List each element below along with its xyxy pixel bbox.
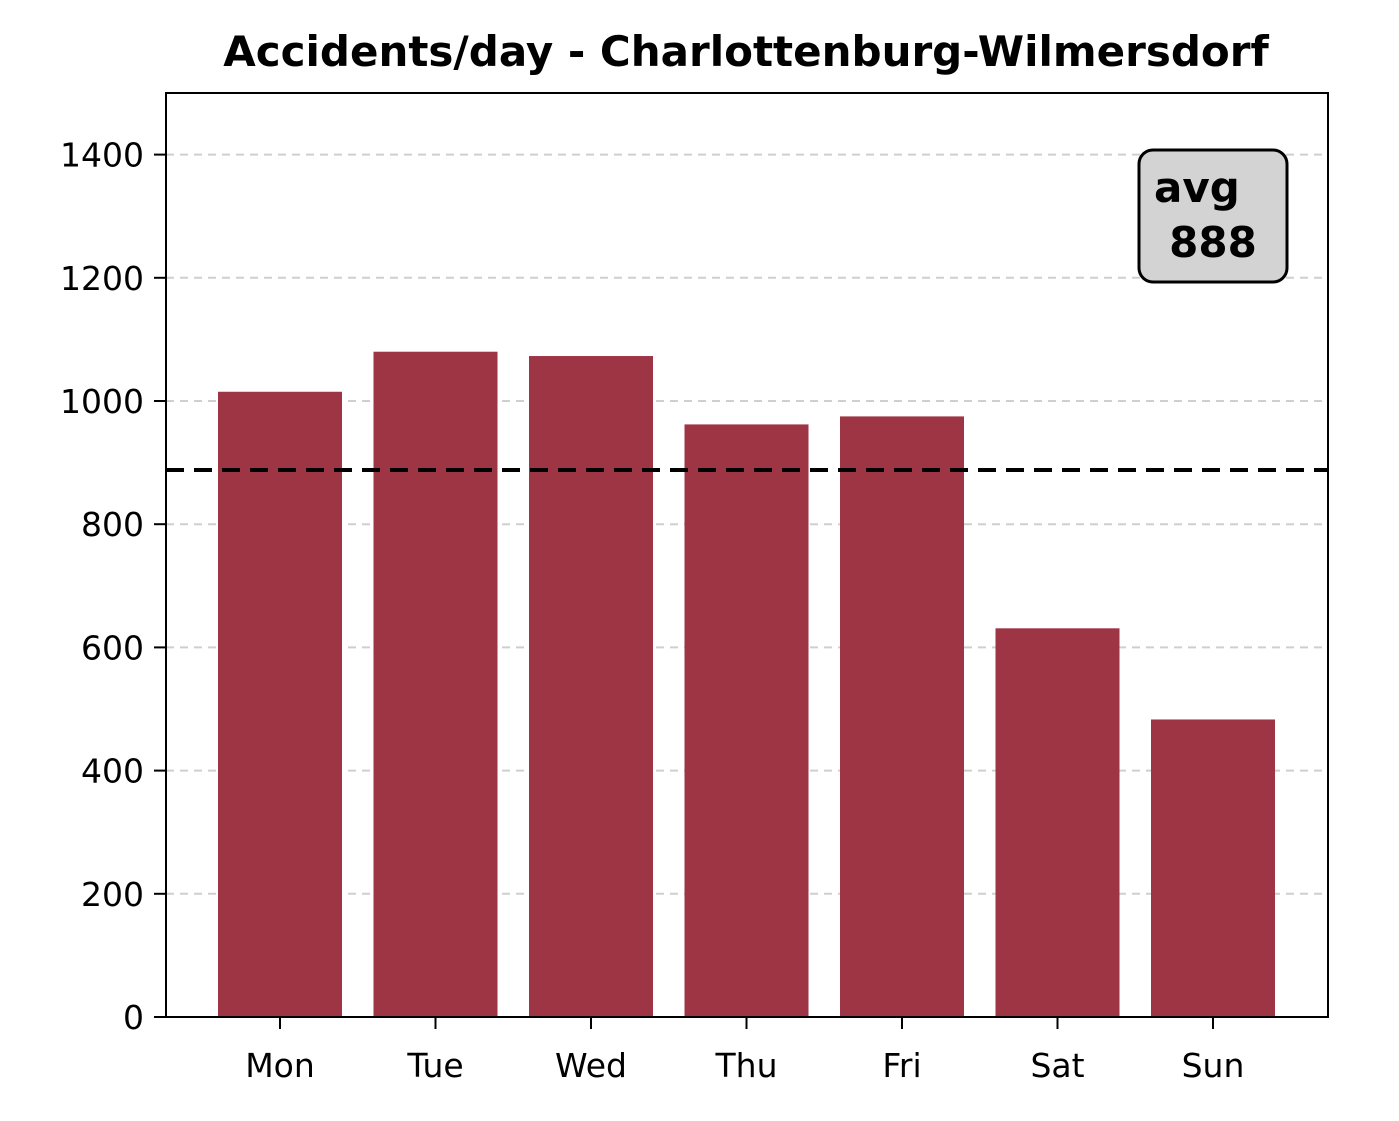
x-tick-label: Mon bbox=[245, 1046, 315, 1085]
y-tick-label: 200 bbox=[81, 875, 144, 914]
y-tick-label: 0 bbox=[123, 998, 144, 1037]
y-tick-label: 400 bbox=[81, 752, 144, 791]
bar-sun bbox=[1151, 719, 1275, 1017]
x-tick-label: Wed bbox=[555, 1046, 627, 1085]
chart-title: Accidents/day - Charlottenburg-Wilmersdo… bbox=[223, 27, 1269, 76]
y-tick-label: 600 bbox=[81, 628, 144, 667]
bar-sat bbox=[995, 628, 1120, 1017]
bar-wed bbox=[529, 356, 653, 1018]
x-tick-label: Thu bbox=[715, 1046, 778, 1085]
y-axis: 0 200 400 600 800 1000 1200 1400 bbox=[60, 136, 166, 1037]
average-label: avg bbox=[1154, 163, 1240, 212]
x-tick-label: Sat bbox=[1030, 1046, 1084, 1085]
average-value: 888 bbox=[1169, 218, 1257, 267]
y-tick-label: 1400 bbox=[60, 136, 144, 175]
bar-fri bbox=[840, 416, 964, 1017]
bar-thu bbox=[684, 424, 809, 1018]
x-axis: Mon Tue Wed Thu Fri Sat Sun bbox=[245, 1017, 1244, 1085]
y-tick-label: 1000 bbox=[60, 382, 144, 421]
y-tick-label: 800 bbox=[81, 505, 144, 544]
average-box: avg 888 bbox=[1137, 148, 1289, 284]
bars bbox=[218, 351, 1275, 1018]
x-tick-label: Tue bbox=[406, 1046, 463, 1085]
x-tick-label: Fri bbox=[882, 1046, 921, 1085]
x-tick-label: Sun bbox=[1182, 1046, 1245, 1085]
average-box-frame bbox=[1137, 148, 1289, 284]
bar-tue bbox=[373, 351, 498, 1018]
y-tick-label: 1200 bbox=[60, 259, 144, 298]
bar-mon bbox=[218, 391, 342, 1017]
